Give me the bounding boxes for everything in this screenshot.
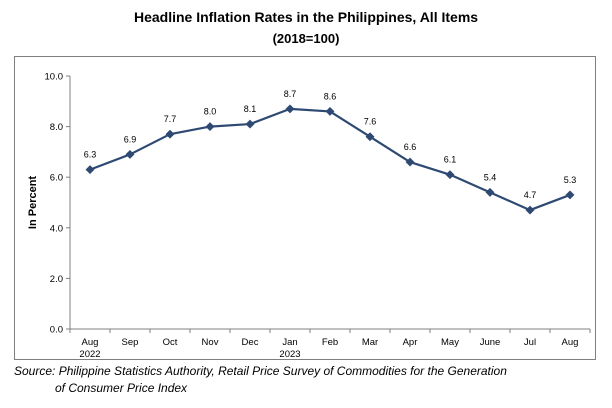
data-point (285, 104, 295, 114)
data-point (365, 132, 375, 142)
y-axis-label: In Percent (27, 176, 39, 230)
data-label: 5.4 (484, 172, 497, 182)
x-tick-sublabel: 2023 (279, 349, 300, 360)
y-tick-label: 8.0 (50, 122, 63, 133)
data-point (325, 106, 335, 116)
y-tick-label: 2.0 (50, 274, 63, 285)
x-tick-sublabel: 2022 (79, 349, 100, 360)
y-tick-label: 10.0 (45, 72, 64, 83)
data-point (525, 205, 535, 215)
y-tick-label: 0.0 (50, 325, 63, 336)
x-tick-label: Oct (163, 337, 178, 348)
data-label: 7.6 (364, 117, 377, 127)
x-tick-label: Aug (82, 337, 99, 348)
data-label: 6.9 (124, 134, 137, 144)
data-point (405, 157, 415, 167)
chart-subtitle: (2018=100) (272, 31, 340, 46)
data-label: 4.7 (524, 190, 537, 200)
data-label: 8.0 (204, 107, 217, 117)
source-line-2: of Consumer Price Index (55, 381, 188, 395)
data-label: 8.1 (244, 104, 257, 114)
source-note: Source: Philippine Statistics Authority,… (14, 363, 507, 397)
y-tick-label: 6.0 (50, 173, 63, 184)
x-tick-label: May (441, 337, 459, 348)
x-tick-label: Mar (362, 337, 378, 348)
x-tick-label: Nov (202, 337, 219, 348)
data-point (485, 187, 495, 197)
chart-frame (14, 56, 596, 360)
x-tick-label: June (480, 337, 501, 348)
x-tick-label: Dec (242, 337, 259, 348)
data-label: 5.3 (564, 175, 577, 185)
x-tick-label: Sep (122, 337, 139, 348)
data-point (245, 119, 255, 129)
data-point (205, 122, 215, 132)
x-tick-label: Jul (524, 337, 536, 348)
y-tick-label: 4.0 (50, 223, 63, 234)
x-tick-label: Jan (282, 337, 297, 348)
data-point (125, 149, 135, 159)
series-line (89, 107, 571, 212)
x-tick-label: Apr (403, 337, 418, 348)
data-label: 8.6 (324, 91, 337, 101)
source-line-1: Source: Philippine Statistics Authority,… (14, 364, 507, 378)
data-point (85, 165, 95, 175)
data-label: 6.3 (84, 150, 97, 160)
data-label: 7.7 (164, 114, 177, 124)
data-point (445, 170, 455, 180)
data-point (565, 190, 575, 200)
data-label: 6.6 (404, 142, 417, 152)
data-label: 6.1 (444, 155, 457, 165)
x-tick-label: Feb (322, 337, 338, 348)
data-point (165, 129, 175, 139)
x-tick-label: Aug (562, 337, 579, 348)
data-label: 8.7 (284, 89, 297, 99)
chart-title: Headline Inflation Rates in the Philippi… (133, 9, 479, 25)
